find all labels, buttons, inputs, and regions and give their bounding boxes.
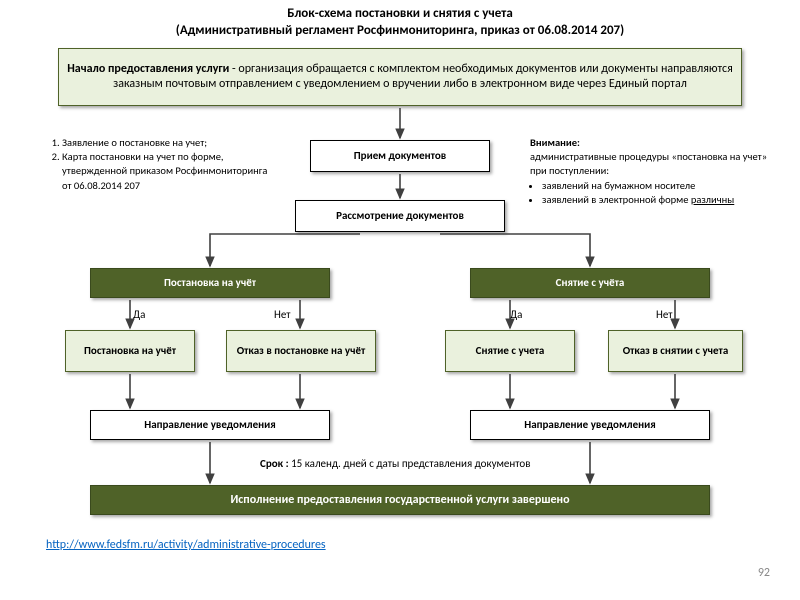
- label-da-1: Да: [133, 308, 145, 321]
- deadline-label: Срок : 15 календ. дней с даты представле…: [260, 457, 531, 470]
- outcome-unregister-yes: Снятие с учета: [445, 330, 575, 372]
- diagram-title: Блок-схема постановки и снятия с учета (…: [0, 0, 800, 44]
- branch-register: Постановка на учёт: [90, 268, 330, 298]
- start-text: Начало предоставления услуги - организац…: [65, 62, 735, 92]
- right-note: Внимание: административные процедуры «по…: [530, 136, 770, 207]
- title-line2: (Административный регламент Росфинмонито…: [176, 23, 624, 38]
- left-note: Заявление о постановке на учет; Карта по…: [48, 136, 278, 193]
- label-net-1: Нет: [274, 308, 291, 321]
- start-box: Начало предоставления услуги - организац…: [58, 48, 742, 106]
- final-box: Исполнение предоставления государственно…: [90, 485, 710, 515]
- label-net-2: Нет: [656, 308, 673, 321]
- step-review: Рассмотрение документов: [295, 200, 505, 232]
- source-link[interactable]: http://www.fedsfm.ru/activity/administra…: [46, 538, 326, 552]
- step-receive: Прием документов: [310, 140, 490, 172]
- page-number: 92: [758, 566, 770, 580]
- left-note-1: Заявление о постановке на учет;: [62, 136, 278, 150]
- right-note-b1: заявлений на бумажном носителе: [542, 179, 770, 193]
- outcome-unregister-no: Отказ в снятии с учета: [608, 330, 743, 372]
- outcome-register-no: Отказ в постановке на учёт: [226, 330, 376, 372]
- title-line1: Блок-схема постановки и снятия с учета: [287, 6, 513, 21]
- label-da-2: Да: [510, 308, 522, 321]
- right-note-title: Внимание:: [530, 136, 580, 149]
- outcome-register-yes: Постановка на учёт: [65, 330, 195, 372]
- notify-left: Направление уведомления: [90, 410, 330, 440]
- branch-unregister: Снятие с учёта: [470, 268, 710, 298]
- left-note-2: Карта постановки на учет по форме, утвер…: [62, 150, 278, 193]
- notify-right: Направление уведомления: [470, 410, 710, 440]
- right-note-b2: заявлений в электронной форме различны: [542, 193, 770, 207]
- start-bold: Начало предоставления услуги: [67, 62, 229, 76]
- right-note-line: административные процедуры «постановка н…: [530, 150, 770, 178]
